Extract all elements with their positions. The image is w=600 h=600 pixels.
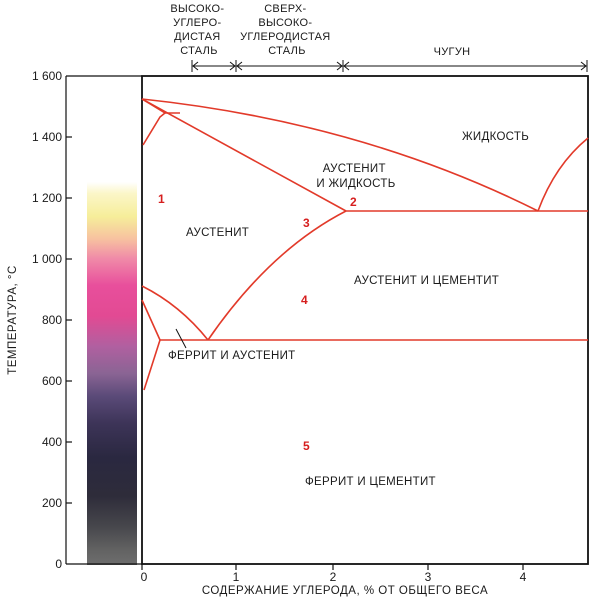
x-tick-1: 1 — [233, 570, 240, 584]
zone-3: 3 — [303, 216, 310, 230]
temperature-color-bar — [87, 182, 137, 565]
x-tick-3: 3 — [425, 570, 432, 584]
a3-line — [141, 285, 209, 341]
y-tick-600: 600 — [42, 374, 62, 388]
steel-category-markers — [191, 60, 588, 72]
ferrite-austenite-leader — [175, 328, 187, 349]
x-tick-labels: 0 1 2 3 4 — [141, 570, 527, 584]
zone-5: 5 — [303, 439, 310, 453]
x-tick-4: 4 — [520, 570, 527, 584]
y-axis-title: ТЕМПЕРАТУРА, °С — [7, 265, 19, 375]
region-austenite-cementite: АУСТЕНИТ И ЦЕМЕНТИТ — [354, 275, 499, 287]
region-austenite: АУСТЕНИТ — [186, 227, 249, 239]
plot-frame — [141, 75, 589, 565]
y-tick-1600: 1 600 — [32, 69, 62, 83]
header-high-carbon-steel: ВЫСОКО- УГЛЕРО- ДИСТАЯ СТАЛЬ — [170, 3, 227, 57]
ferrite-boundary-top — [141, 299, 161, 341]
y-tick-400: 400 — [42, 435, 62, 449]
region-ferrite-cementite: ФЕРРИТ И ЦЕМЕНТИТ — [305, 476, 436, 488]
axis-ticks — [65, 75, 524, 570]
y-tick-1400: 1 400 — [32, 130, 62, 144]
x-tick-0: 0 — [141, 570, 148, 584]
y-tick-labels: 0 200 400 600 800 1 000 1 200 1 400 1 60… — [32, 69, 62, 571]
region-austenite-liquid: АУСТЕНИТ И ЖИДКОСТЬ — [316, 163, 395, 190]
y-tick-0: 0 — [55, 557, 62, 571]
y-tick-1000: 1 000 — [32, 252, 62, 266]
liquidus-line — [141, 98, 539, 212]
header-cast-iron: ЧУГУН — [434, 46, 471, 58]
zone-1: 1 — [158, 192, 165, 206]
y-tick-1200: 1 200 — [32, 191, 62, 205]
solidus-line — [141, 98, 347, 212]
x-tick-2: 2 — [330, 570, 337, 584]
region-ferrite-austenite: ФЕРРИТ И АУСТЕНИТ — [168, 350, 295, 362]
delta-ferrite-boundary — [142, 112, 166, 146]
y-tick-800: 800 — [42, 313, 62, 327]
x-axis-title: СОДЕРЖАНИЕ УГЛЕРОДА, % ОТ ОБЩЕГО ВЕСА — [202, 585, 488, 597]
acm-line — [207, 210, 347, 341]
liquidus-line-cast-iron — [537, 137, 589, 212]
zone-2: 2 — [350, 195, 357, 209]
phase-boundaries — [141, 98, 589, 391]
header-ultra-high-carbon-steel: СВЕРХ- ВЫСОКО- УГЛЕРОДИСТАЯ СТАЛЬ — [240, 3, 334, 57]
ferrite-solvus — [143, 339, 161, 391]
y-tick-200: 200 — [42, 496, 62, 510]
region-liquid: ЖИДКОСТЬ — [462, 131, 529, 143]
zone-4: 4 — [301, 293, 308, 307]
